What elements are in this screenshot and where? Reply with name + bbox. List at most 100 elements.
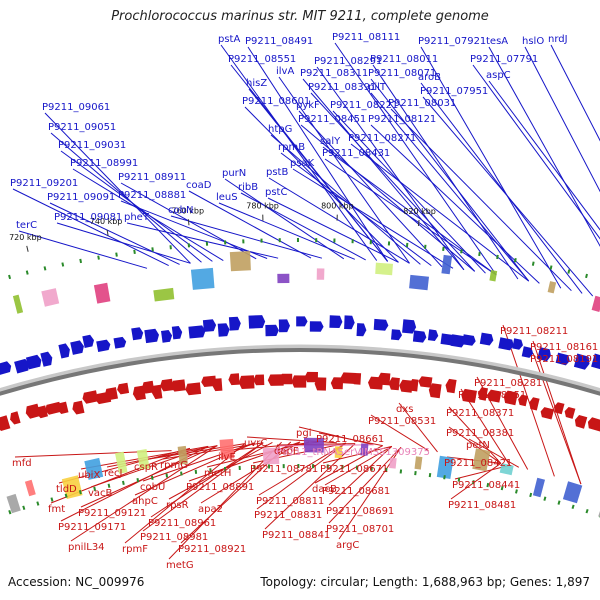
gene-label[interactable]: dacB (312, 484, 337, 495)
gene-label[interactable]: aroB (418, 72, 441, 83)
gene-label[interactable]: terC (16, 220, 37, 231)
gene-label[interactable]: P9211_08351 (458, 390, 526, 401)
gene-label[interactable]: recJ (104, 468, 123, 479)
gene-label[interactable]: P9211_08431 (322, 148, 390, 159)
gene-label[interactable]: dapF (274, 446, 299, 457)
gene-label[interactable]: P9211_08671 (320, 464, 388, 475)
gene-label[interactable]: P9211_08441 (452, 480, 520, 491)
gene-label[interactable]: P9211_08961 (148, 518, 216, 529)
gene-label[interactable]: rpmB (278, 142, 305, 153)
gene-label[interactable]: dxs (396, 404, 413, 415)
gene-label[interactable]: pstA (218, 34, 240, 45)
gene-label[interactable]: P9211_08531 (368, 416, 436, 427)
gene-label[interactable]: P9211_09201 (10, 178, 78, 189)
gene-label[interactable]: P9211_08191 (530, 354, 598, 365)
gene-label[interactable]: pgi (296, 428, 311, 439)
gene-label[interactable]: P9211_08271 (348, 133, 416, 144)
gene-label[interactable]: purN (222, 168, 246, 179)
gene-label[interactable]: hslO (522, 36, 544, 47)
gene-label[interactable]: pnilL34 (68, 542, 105, 553)
gene-label[interactable]: uvrC (244, 438, 267, 449)
gene-label[interactable]: P9211_08111 (332, 32, 400, 43)
gene-label[interactable]: P9211_08881 (118, 190, 186, 201)
gene-label[interactable]: leuS (216, 192, 238, 203)
gene-label[interactable]: P9211_07791 (470, 54, 538, 65)
gene-label[interactable]: P9211_08071 (368, 68, 436, 79)
gene-label[interactable]: ahpC (132, 496, 158, 507)
gene-label[interactable]: vacB (88, 488, 113, 499)
gene-label[interactable]: P9211_08981 (140, 532, 208, 543)
gene-label[interactable]: salY (320, 136, 341, 147)
gene-label[interactable]: P9211_07921 (418, 36, 486, 47)
gene-label[interactable]: P9211_08781 (250, 464, 318, 475)
gene-label[interactable]: P9211_09171 (58, 522, 126, 533)
gene-label[interactable]: pstC (265, 187, 287, 198)
gene-label[interactable]: P9211_08891 (186, 482, 254, 493)
gene-label[interactable]: P9211_08451 (298, 114, 366, 125)
gene-label[interactable]: P9211_08421 (444, 458, 512, 469)
gene-label[interactable]: P9211_08491 (245, 36, 313, 47)
gene-label[interactable]: metG (166, 560, 194, 571)
gene-label[interactable]: apa2 (198, 504, 223, 515)
gene-label[interactable]: rpsR (166, 500, 189, 511)
gene-label[interactable]: P9211_09051 (48, 122, 116, 133)
gene-label[interactable]: P9211_08221 (330, 100, 398, 111)
gene-label[interactable]: P9211_09081 (54, 212, 122, 223)
gene-label[interactable]: tesA (486, 36, 508, 47)
gene-label[interactable]: P9211_08811 (256, 496, 324, 507)
gene-label[interactable]: P9211_08211 (500, 326, 568, 337)
gene-label[interactable]: rpmG (160, 460, 188, 471)
gene-label[interactable]: P9211_08031 (388, 98, 456, 109)
gene-label[interactable]: psaK (290, 158, 315, 169)
gene-label[interactable]: coaD (186, 180, 212, 191)
gene-label[interactable]: P9211_08601 (242, 96, 310, 107)
gene-label[interactable]: hisZ (246, 78, 267, 89)
gene-label[interactable]: ubiX (78, 470, 100, 481)
gene-label[interactable]: aspC (486, 70, 511, 81)
gene-label[interactable]: metH (204, 468, 231, 479)
gene-label[interactable]: htpG (268, 124, 292, 135)
gene-label[interactable]: ilvE (218, 452, 236, 463)
gene-label[interactable]: P9211_08921 (178, 544, 246, 555)
gene-label[interactable]: P9211_08161 (530, 342, 598, 353)
gene-label[interactable]: tldD (56, 484, 77, 495)
gene-label[interactable]: nrdJ (548, 34, 568, 45)
gene-label[interactable]: ribB (238, 182, 258, 193)
gene-label[interactable]: P9211_08481 (448, 500, 516, 511)
gene-label[interactable]: fmt (48, 504, 65, 515)
gene-label[interactable]: P9211_08841 (262, 530, 330, 541)
gene-label[interactable]: P9211_08661 (316, 434, 384, 445)
gene-label[interactable]: P9211_08381 (446, 428, 514, 439)
gene-label[interactable]: petN (466, 440, 490, 451)
gene-label[interactable]: P9211_08691 (326, 506, 394, 517)
gene-label[interactable]: P9211_09031 (58, 140, 126, 151)
gene-label[interactable]: P9211_08311 (300, 68, 368, 79)
gene-label[interactable]: argC (336, 540, 359, 551)
gene-label[interactable]: ilvA (276, 66, 294, 77)
gene-label[interactable]: P9211_08291 (314, 56, 382, 67)
gene-label[interactable]: cspR (134, 462, 158, 473)
gene-label[interactable]: P9211_07951 (420, 86, 488, 97)
gene-label[interactable]: P9211_08371 (446, 408, 514, 419)
gene-label[interactable]: P9211_08011 (370, 54, 438, 65)
gene-label[interactable]: cobU (140, 482, 165, 493)
gene-label[interactable]: cobN (168, 205, 193, 216)
gene-label[interactable]: pilT (368, 82, 387, 93)
gene-label[interactable]: P9211_08911 (118, 172, 186, 183)
gene-label[interactable]: P9211_08391 (308, 82, 376, 93)
gene-label[interactable]: P9211_08681 (322, 486, 390, 497)
gene-label[interactable]: P9211_08121 (368, 114, 436, 125)
gene-label[interactable]: pstB (266, 167, 288, 178)
gene-label[interactable]: P9211_09121 (78, 508, 146, 519)
gene-label[interactable]: P9211_08831 (254, 510, 322, 521)
gene-label[interactable]: P9211_08281 (474, 378, 542, 389)
gene-label[interactable]: pheT (124, 212, 150, 223)
gene-label[interactable]: P9211_08551 (228, 54, 296, 65)
gene-label[interactable]: P9211_tRNASerVIMSS1309375 (276, 447, 430, 458)
gene-label[interactable]: mfd (12, 458, 32, 469)
gene-label[interactable]: P9211_09061 (42, 102, 110, 113)
gene-label[interactable]: P9211_08991 (70, 158, 138, 169)
gene-label[interactable]: P9211_08701 (326, 524, 394, 535)
gene-label[interactable]: pykF (296, 100, 320, 111)
gene-label[interactable]: P9211_09091 (47, 192, 115, 203)
